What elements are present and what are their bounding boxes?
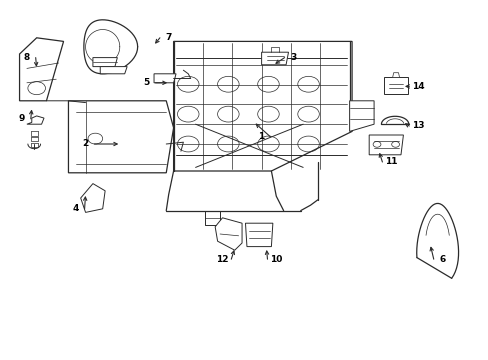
Text: 14: 14 xyxy=(411,82,424,91)
Text: 3: 3 xyxy=(290,53,296,62)
Polygon shape xyxy=(245,223,272,247)
Text: 4: 4 xyxy=(72,204,79,213)
Polygon shape xyxy=(81,184,105,212)
Polygon shape xyxy=(368,135,403,155)
Text: 13: 13 xyxy=(411,122,424,130)
Text: 10: 10 xyxy=(269,255,282,264)
Text: 5: 5 xyxy=(143,78,149,87)
Polygon shape xyxy=(349,101,373,131)
Polygon shape xyxy=(383,77,407,94)
Polygon shape xyxy=(93,58,117,67)
Text: 8: 8 xyxy=(24,53,30,62)
Polygon shape xyxy=(68,101,173,173)
Text: 7: 7 xyxy=(165,33,172,42)
Polygon shape xyxy=(215,218,242,250)
Text: 11: 11 xyxy=(384,157,397,166)
Polygon shape xyxy=(154,74,176,83)
Polygon shape xyxy=(100,67,127,74)
Polygon shape xyxy=(173,41,351,171)
Text: 12: 12 xyxy=(216,255,228,264)
Polygon shape xyxy=(20,38,63,101)
Text: 1: 1 xyxy=(258,132,264,141)
Polygon shape xyxy=(27,116,44,124)
Text: 6: 6 xyxy=(439,255,445,264)
Polygon shape xyxy=(261,52,288,65)
Text: 9: 9 xyxy=(19,114,25,123)
Polygon shape xyxy=(392,73,399,77)
Text: 2: 2 xyxy=(82,139,88,148)
